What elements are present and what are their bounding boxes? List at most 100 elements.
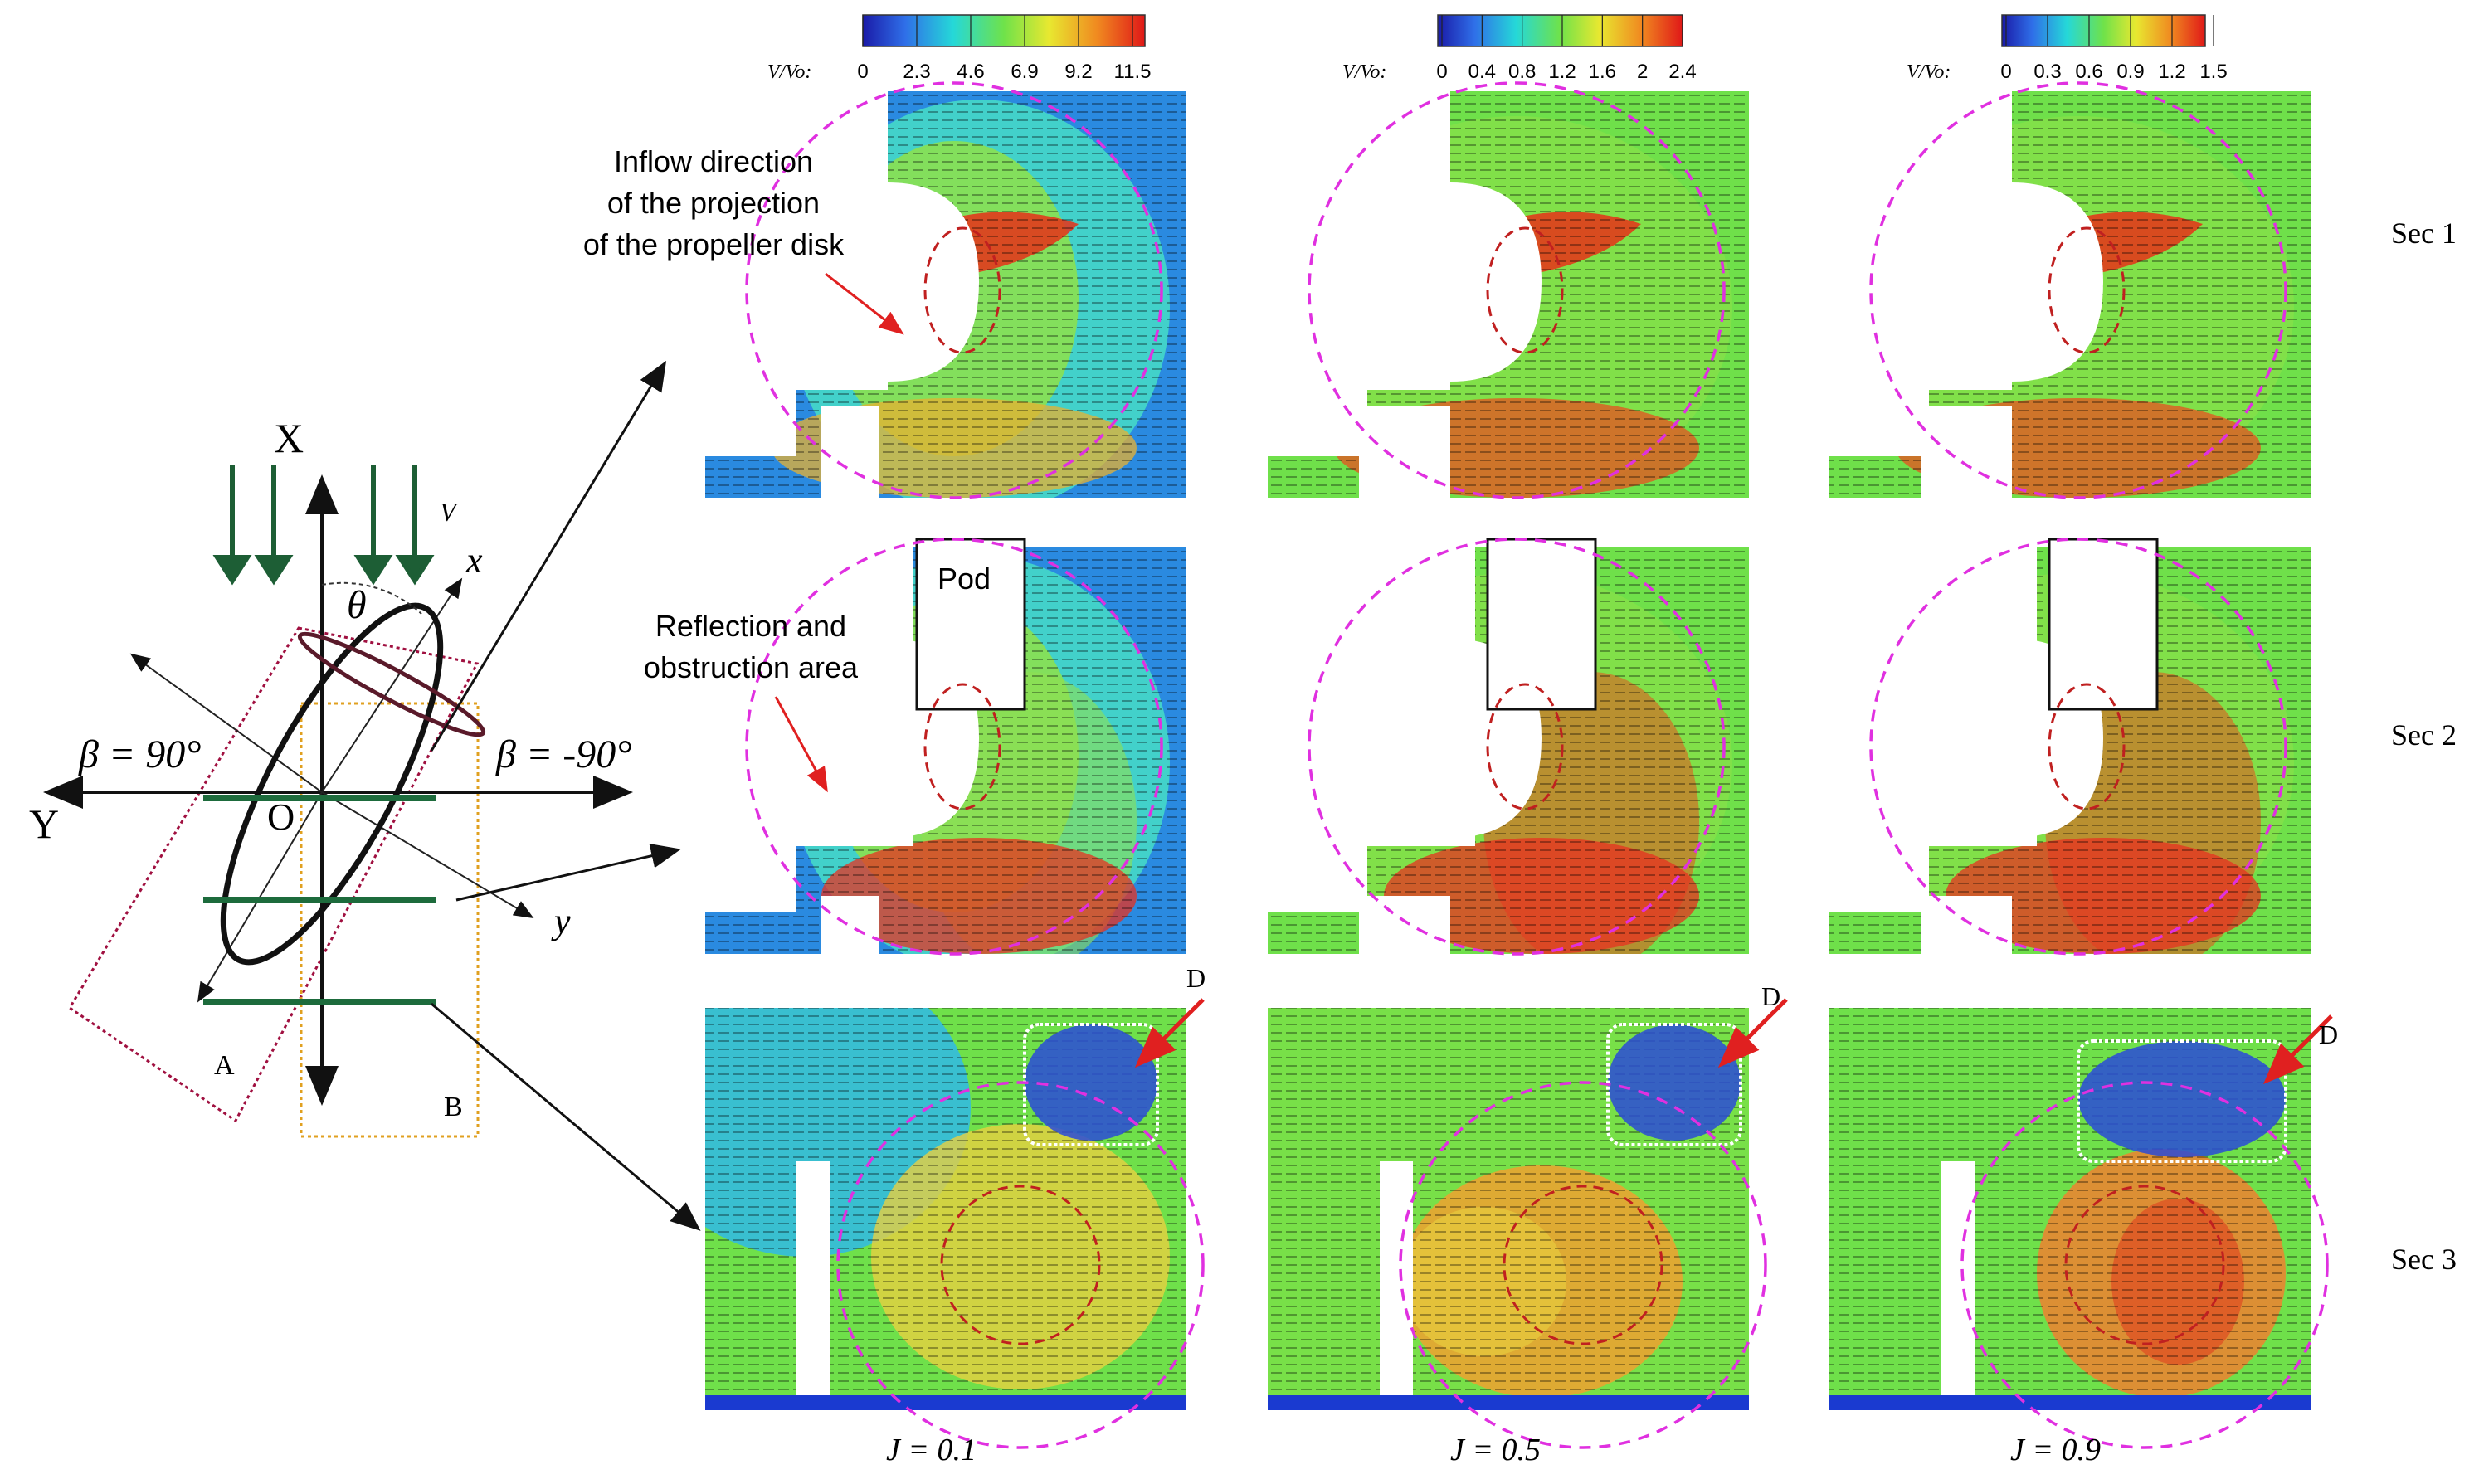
inflow-annotation-line1: Inflow direction <box>614 144 813 178</box>
propeller-disk-projection <box>1869 538 2287 956</box>
colorbar-label: V/Vo: <box>767 61 811 83</box>
schematic-label-x: x <box>465 540 483 581</box>
colorbar-tick-label: 2 <box>1637 61 1648 83</box>
colorbar-tick-label: 0.3 <box>2033 61 2061 83</box>
low-velocity-arrow <box>2262 1014 2333 1085</box>
panel-r1-c1 <box>705 81 1186 499</box>
propeller-disk-projection <box>745 81 1163 499</box>
d-label-j09: D <box>2319 1019 2338 1049</box>
colorbar-tick-label: 1.6 <box>1589 61 1616 83</box>
colorbar-label: V/Vo: <box>1342 61 1386 83</box>
panel-r2-c2 <box>1268 538 1749 956</box>
schematic-label-y: y <box>551 901 571 941</box>
strut-blank <box>1941 1161 1975 1410</box>
propeller-disk-projection <box>1308 538 1726 956</box>
blanked-step <box>1921 406 2012 498</box>
axis-local-ext2 <box>197 791 323 1003</box>
strut-blank <box>796 1161 830 1410</box>
flow-region <box>2078 1041 2286 1157</box>
blanked-region <box>705 547 913 846</box>
blanked-region <box>1268 91 1542 456</box>
axis-local-ext1 <box>129 653 323 793</box>
propeller-disk-projection <box>1308 81 1726 499</box>
colorbar-tick-label: 0.6 <box>2075 61 2102 83</box>
d-label-j05: D <box>1761 981 1780 1011</box>
hub-projection <box>923 226 1001 354</box>
column-label-j05: J = 0.5 <box>1450 1433 1541 1467</box>
panel-r2-c3 <box>1829 538 2311 956</box>
pod-box <box>915 538 1026 711</box>
propeller-disk-edge <box>297 631 486 737</box>
schematic-label-A: A <box>214 1050 235 1081</box>
column-label-j09: J = 0.9 <box>2010 1433 2101 1467</box>
column-labels: J = 0.1 J = 0.5 J = 0.9 <box>886 1433 2101 1467</box>
hub-projection <box>1486 683 1564 810</box>
blanked-region <box>1829 91 2103 456</box>
colorbar-tick-label: 0 <box>2000 61 2011 83</box>
colorbar-2: V/Vo: 0 0.4 0.8 1.2 1.6 2 2.4 <box>1342 14 1697 83</box>
panel-r2-c1 <box>705 538 1186 956</box>
region-box-b <box>300 702 480 1138</box>
propeller-disk-projection <box>1869 81 2287 499</box>
panel-r3-c3 <box>1829 1008 2333 1449</box>
propeller-disk-projection <box>836 1081 1205 1449</box>
inflow-arrows <box>212 465 435 586</box>
panel-r1-c2 <box>1268 81 1749 499</box>
axis-x-local <box>321 577 463 793</box>
reflection-annotation-line2: obstruction area <box>644 650 859 684</box>
propeller-disk-projection <box>745 538 1163 956</box>
propeller-disk-projection <box>1960 1081 2329 1449</box>
low-velocity-box <box>1023 1023 1159 1146</box>
schematic-label-beta-left: β = 90° <box>78 732 202 776</box>
colorbar-tick-label: 9.2 <box>1064 61 1092 83</box>
propeller-disk-projection <box>1399 1081 1767 1449</box>
contour-panels <box>705 81 2333 1449</box>
panel-r3-c1 <box>705 998 1205 1449</box>
blanked-step <box>1359 896 1450 954</box>
hub-projection <box>1503 1185 1663 1345</box>
hub-projection <box>940 1185 1101 1345</box>
colorbar-tick-label: 11.5 <box>1114 61 1152 83</box>
hub-projection <box>2048 683 2126 810</box>
d-label-j01: D <box>1186 963 1205 993</box>
bottom-boundary <box>1829 1395 2311 1410</box>
hub-projection <box>923 683 1001 810</box>
reflection-pointer-arrow <box>774 696 828 793</box>
row-label-sec3: Sec 3 <box>2391 1243 2457 1276</box>
blanked-step <box>1359 406 1450 498</box>
pod-label: Pod <box>938 562 991 596</box>
blanked-region <box>705 91 979 456</box>
pointer-to-sec3 <box>431 1002 701 1231</box>
theta-arc <box>321 581 422 615</box>
colorbar-tick-label: 2.3 <box>903 61 930 83</box>
pod-box <box>2048 538 2159 711</box>
colorbar-1: V/Vo: 0 2.3 4.6 6.9 9.2 11.5 <box>767 14 1152 83</box>
blanked-step <box>821 406 879 498</box>
pointer-to-sec1 <box>430 360 667 752</box>
low-velocity-arrow <box>1134 998 1205 1068</box>
panel-r3-c2 <box>1268 998 1788 1449</box>
low-velocity-box <box>2077 1039 2287 1163</box>
colorbar-tick-label: 0.8 <box>1508 61 1536 83</box>
colorbar-tick-label: 0.9 <box>2116 61 2144 83</box>
reflection-annotation-line1: Reflection and <box>655 609 846 643</box>
schematic-label-B: B <box>444 1092 463 1122</box>
flow-region <box>1608 1024 1741 1141</box>
schematic-label-beta-right: β = -90° <box>495 732 631 776</box>
blanked-step <box>821 896 879 954</box>
blanked-step <box>1921 896 2012 954</box>
colorbar-tick-label: 1.2 <box>2158 61 2185 83</box>
strut-blank <box>1380 1161 1413 1410</box>
row-labels: Sec 1 Sec 2 Sec 3 <box>2391 217 2457 1276</box>
schematic-label-theta: θ <box>347 583 367 627</box>
colorbar-tick-label: 0.4 <box>1468 61 1496 83</box>
colorbar-3: V/Vo: 0 0.3 0.6 0.9 1.2 1.5 <box>1907 14 2228 83</box>
axis-y-local <box>321 791 534 919</box>
low-velocity-box <box>1606 1023 1742 1146</box>
propeller-schematic: X Y x y O V θ β = 90° β = -90° A B <box>29 360 701 1231</box>
pod-box <box>1486 538 1597 711</box>
low-velocity-arrow <box>1717 998 1788 1068</box>
colorbar-tick-label: 6.9 <box>1011 61 1038 83</box>
colorbars: V/Vo: 0 2.3 4.6 6.9 9.2 11.5 V/Vo: 0 0.4 0.8 1.2 1.6… <box>767 14 2228 83</box>
